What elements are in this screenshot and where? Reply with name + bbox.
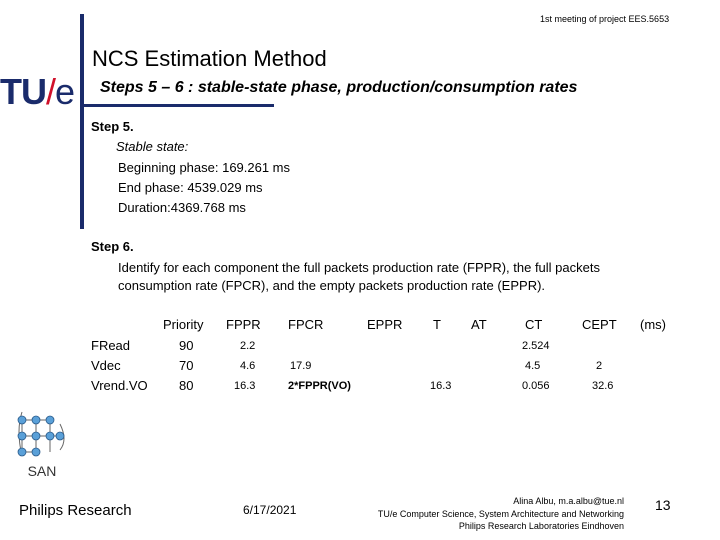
end-phase: End phase: 4539.029 ms [118,180,263,195]
col-cept: CEPT [582,317,617,332]
row-fppr: 2.2 [240,340,256,352]
header-text: 1st meeting of project EES.5653 [540,14,670,24]
subtitle-underline [84,104,274,107]
slide-subtitle: Steps 5 – 6 : stable-state phase, produc… [100,79,578,96]
col-t: T [433,317,441,332]
row-t: 16.3 [430,380,452,392]
row-name: FRead [91,338,131,353]
row-ct: 4.5 [525,360,541,372]
footer-philips: Philips Research [19,502,132,519]
row-fppr: 16.3 [234,380,256,392]
row-priority: 80 [179,378,194,393]
slide-title: NCS Estimation Method [92,46,327,71]
page-number: 13 [655,497,671,513]
duration: Duration:4369.768 ms [118,200,246,215]
step6-line1: Identify for each component the full pac… [118,260,600,275]
footer-author: Alina Albu, m.a.albu@tue.nl [513,496,624,506]
col-priority: Priority [163,317,204,332]
row-ct: 0.056 [522,380,550,392]
col-eppr: EPPR [367,317,403,332]
row-fpcr: 17.9 [290,360,312,372]
col-at: AT [471,317,487,332]
col-fppr: FPPR [226,317,261,332]
row-priority: 90 [179,338,194,353]
row-priority: 70 [179,358,194,373]
step5-heading: Step 5. [91,119,134,134]
beginning-phase: Beginning phase: 169.261 ms [118,160,291,175]
row-name: Vrend.VO [91,378,148,393]
footer-date: 6/17/2021 [243,503,297,517]
row-cept: 32.6 [592,380,614,392]
san-label: SAN [28,463,57,479]
col-unit: (ms) [640,317,666,332]
san-logo: SAN [17,411,65,479]
left-accent-bar [80,14,84,229]
footer-affiliation: TU/e Computer Science, System Architectu… [377,509,624,519]
footer-lab: Philips Research Laboratories Eindhoven [458,521,624,531]
step6-heading: Step 6. [91,239,134,254]
step6-line2: consumption rate (FPCR), and the empty p… [118,278,546,293]
row-fppr: 4.6 [240,360,256,372]
col-fpcr: FPCR [288,317,324,332]
stable-state-label: Stable state: [116,139,189,154]
tue-logo: TU/e [0,71,75,112]
col-ct: CT [525,317,543,332]
row-name: Vdec [91,358,121,373]
row-ct: 2.524 [522,340,550,352]
row-cept: 2 [596,360,603,372]
row-fpcr: 2*FPPR(VO) [288,380,351,392]
